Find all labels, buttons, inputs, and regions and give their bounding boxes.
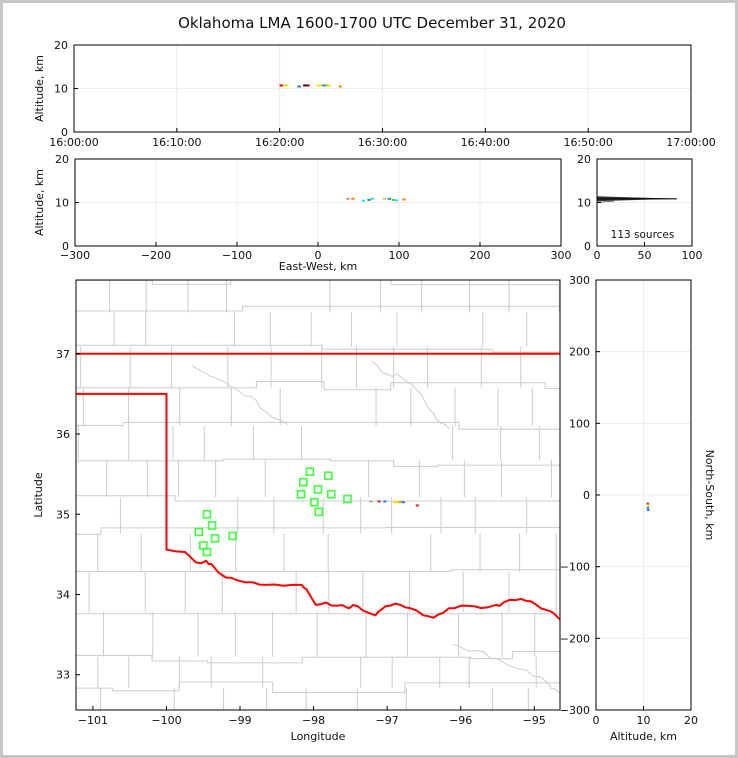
y-tick-label-north-south: −300 <box>560 704 590 717</box>
x-tick-label-altitude: 20 <box>684 714 698 727</box>
panel-ew-height: −300 −200 −100 0 100 200 300 0 10 20 East-West, km… <box>33 153 572 273</box>
lma-station-marker <box>313 485 323 494</box>
panel-altitude-histogram: 0 50 100 0 10 20 113 sources <box>577 153 703 262</box>
x-tick-label-ew: −300 <box>60 249 90 262</box>
lma-station-marker <box>202 547 212 557</box>
y-tick-label-altitude: 20 <box>55 153 69 166</box>
x-tick-label-time: 16:20:00 <box>255 136 304 149</box>
x-tick-label-longitude: −100 <box>151 714 181 727</box>
x-tick-label-time: 16:10:00 <box>152 136 201 149</box>
x-tick-label-longitude: −99 <box>228 714 251 727</box>
x-tick-label-ew: 0 <box>315 249 322 262</box>
lma-station-marker <box>326 489 336 499</box>
y-tick-label-altitude: 0 <box>62 240 69 253</box>
x-tick-label-altitude: 0 <box>593 714 600 727</box>
x-tick-label-ew: −100 <box>222 249 252 262</box>
x-tick-label-altitude: 10 <box>637 714 651 727</box>
y-tick-label-north-south: 0 <box>583 489 590 502</box>
x-tick-label-time: 16:50:00 <box>563 136 612 149</box>
lma-station-marker <box>194 527 204 537</box>
panel-ticks: 0 10 20 300 200 100 0 −100 −200 −300 <box>560 274 698 727</box>
panel-gridlines <box>75 159 561 246</box>
river-lines <box>191 361 560 693</box>
source-altitude-profile <box>596 196 677 203</box>
y-tick-label-altitude: 10 <box>55 197 69 210</box>
y-tick-label-altitude: 10 <box>577 197 591 210</box>
lightning-source-dots <box>369 500 419 507</box>
x-tick-label-longitude: −98 <box>302 714 325 727</box>
panel-ticks: −101 −100 −99 −98 −97 −96 −95 33 34 35 36 37 <box>56 348 546 727</box>
lma-station-marker <box>305 467 315 477</box>
panel-gridlines <box>596 280 691 710</box>
y-tick-label-latitude: 33 <box>56 669 70 682</box>
y-tick-label-latitude: 34 <box>56 588 70 601</box>
map-features <box>76 280 560 710</box>
axis-label-north-south: North-South, km <box>703 450 716 541</box>
y-tick-label-north-south: −100 <box>560 561 590 574</box>
lma-station-marker <box>228 531 237 541</box>
y-tick-label-north-south: −200 <box>560 632 590 645</box>
y-tick-label-altitude: 0 <box>61 126 68 139</box>
lma-station-marker <box>296 489 306 499</box>
panel-ns-height: 0 10 20 300 200 100 0 −100 −200 −300 Altitude, km N… <box>560 274 716 743</box>
x-tick-label-ew: −200 <box>141 249 171 262</box>
y-tick-label-latitude: 36 <box>56 428 70 441</box>
y-tick-label-altitude: 20 <box>577 153 591 166</box>
x-tick-label-ew: 300 <box>551 249 572 262</box>
lma-station-markers <box>194 467 352 557</box>
lma-station-marker <box>207 521 217 530</box>
y-tick-label-north-south: 100 <box>569 417 590 430</box>
x-tick-label-ew: 200 <box>470 249 491 262</box>
lma-station-marker <box>343 494 352 504</box>
y-tick-label-altitude: 20 <box>54 39 68 52</box>
panel-gridlines <box>597 159 692 246</box>
y-tick-label-latitude: 37 <box>56 348 70 361</box>
panel-map: −101 −100 −99 −98 −97 −96 −95 33 34 35 36 37 Longitu… <box>32 279 561 743</box>
source-count-label: 113 sources <box>611 229 675 241</box>
axis-label-altitude: Altitude, km <box>33 169 46 236</box>
plot-title: Oklahoma LMA 1600-1700 UTC December 31, … <box>178 14 566 32</box>
x-tick-label-count: 0 <box>594 249 601 262</box>
panel-ticks: 0 50 100 0 10 20 <box>577 153 703 262</box>
axis-label-altitude: Altitude, km <box>33 55 46 122</box>
lightning-source-dots <box>279 84 343 88</box>
panel-time-height: 16:00:00 16:10:00 16:20:00 16:30:00 16:40:00… <box>33 39 716 149</box>
y-tick-label-north-south: 300 <box>569 274 590 287</box>
county-boundaries <box>76 280 560 710</box>
axis-label-longitude: Longitude <box>291 730 346 743</box>
panel-ticks: −300 −200 −100 0 100 200 300 0 10 20 <box>55 153 572 262</box>
red-river-border <box>76 392 560 621</box>
panel-gridlines <box>74 45 691 132</box>
lma-station-marker <box>298 477 308 487</box>
x-tick-label-longitude: −101 <box>78 714 108 727</box>
axis-label-altitude: Altitude, km <box>610 730 677 743</box>
lma-panels-canvas: 16:00:00 16:10:00 16:20:00 16:30:00 16:40:00… <box>32 39 716 743</box>
x-tick-label-time: 16:40:00 <box>461 136 510 149</box>
axis-label-latitude: Latitude <box>32 472 45 518</box>
lma-station-marker <box>314 507 324 517</box>
lma-station-marker <box>323 471 333 481</box>
lightning-source-dots <box>646 502 650 512</box>
x-tick-label-longitude: −97 <box>376 714 399 727</box>
oklahoma-border <box>76 352 560 621</box>
x-tick-label-ew: 100 <box>389 249 410 262</box>
y-tick-label-north-south: 200 <box>569 346 590 359</box>
lma-station-marker <box>210 534 220 543</box>
panel-ticks: 16:00:00 16:10:00 16:20:00 16:30:00 16:40:00… <box>49 39 715 149</box>
x-tick-label-time: 16:30:00 <box>358 136 407 149</box>
x-tick-label-longitude: −95 <box>523 714 546 727</box>
lma-station-marker <box>202 509 212 519</box>
lightning-source-dots <box>346 197 406 202</box>
y-tick-label-altitude: 10 <box>54 83 68 96</box>
x-tick-label-count: 100 <box>682 249 703 262</box>
x-tick-label-count: 50 <box>638 249 652 262</box>
x-tick-label-longitude: −96 <box>449 714 472 727</box>
x-tick-label-time: 16:00:00 <box>49 136 98 149</box>
y-tick-label-altitude: 0 <box>584 240 591 253</box>
axis-label-east-west: East-West, km <box>279 260 357 273</box>
lma-station-marker <box>310 497 319 507</box>
y-tick-label-latitude: 35 <box>56 508 70 521</box>
x-tick-label-time: 17:00:00 <box>666 136 715 149</box>
